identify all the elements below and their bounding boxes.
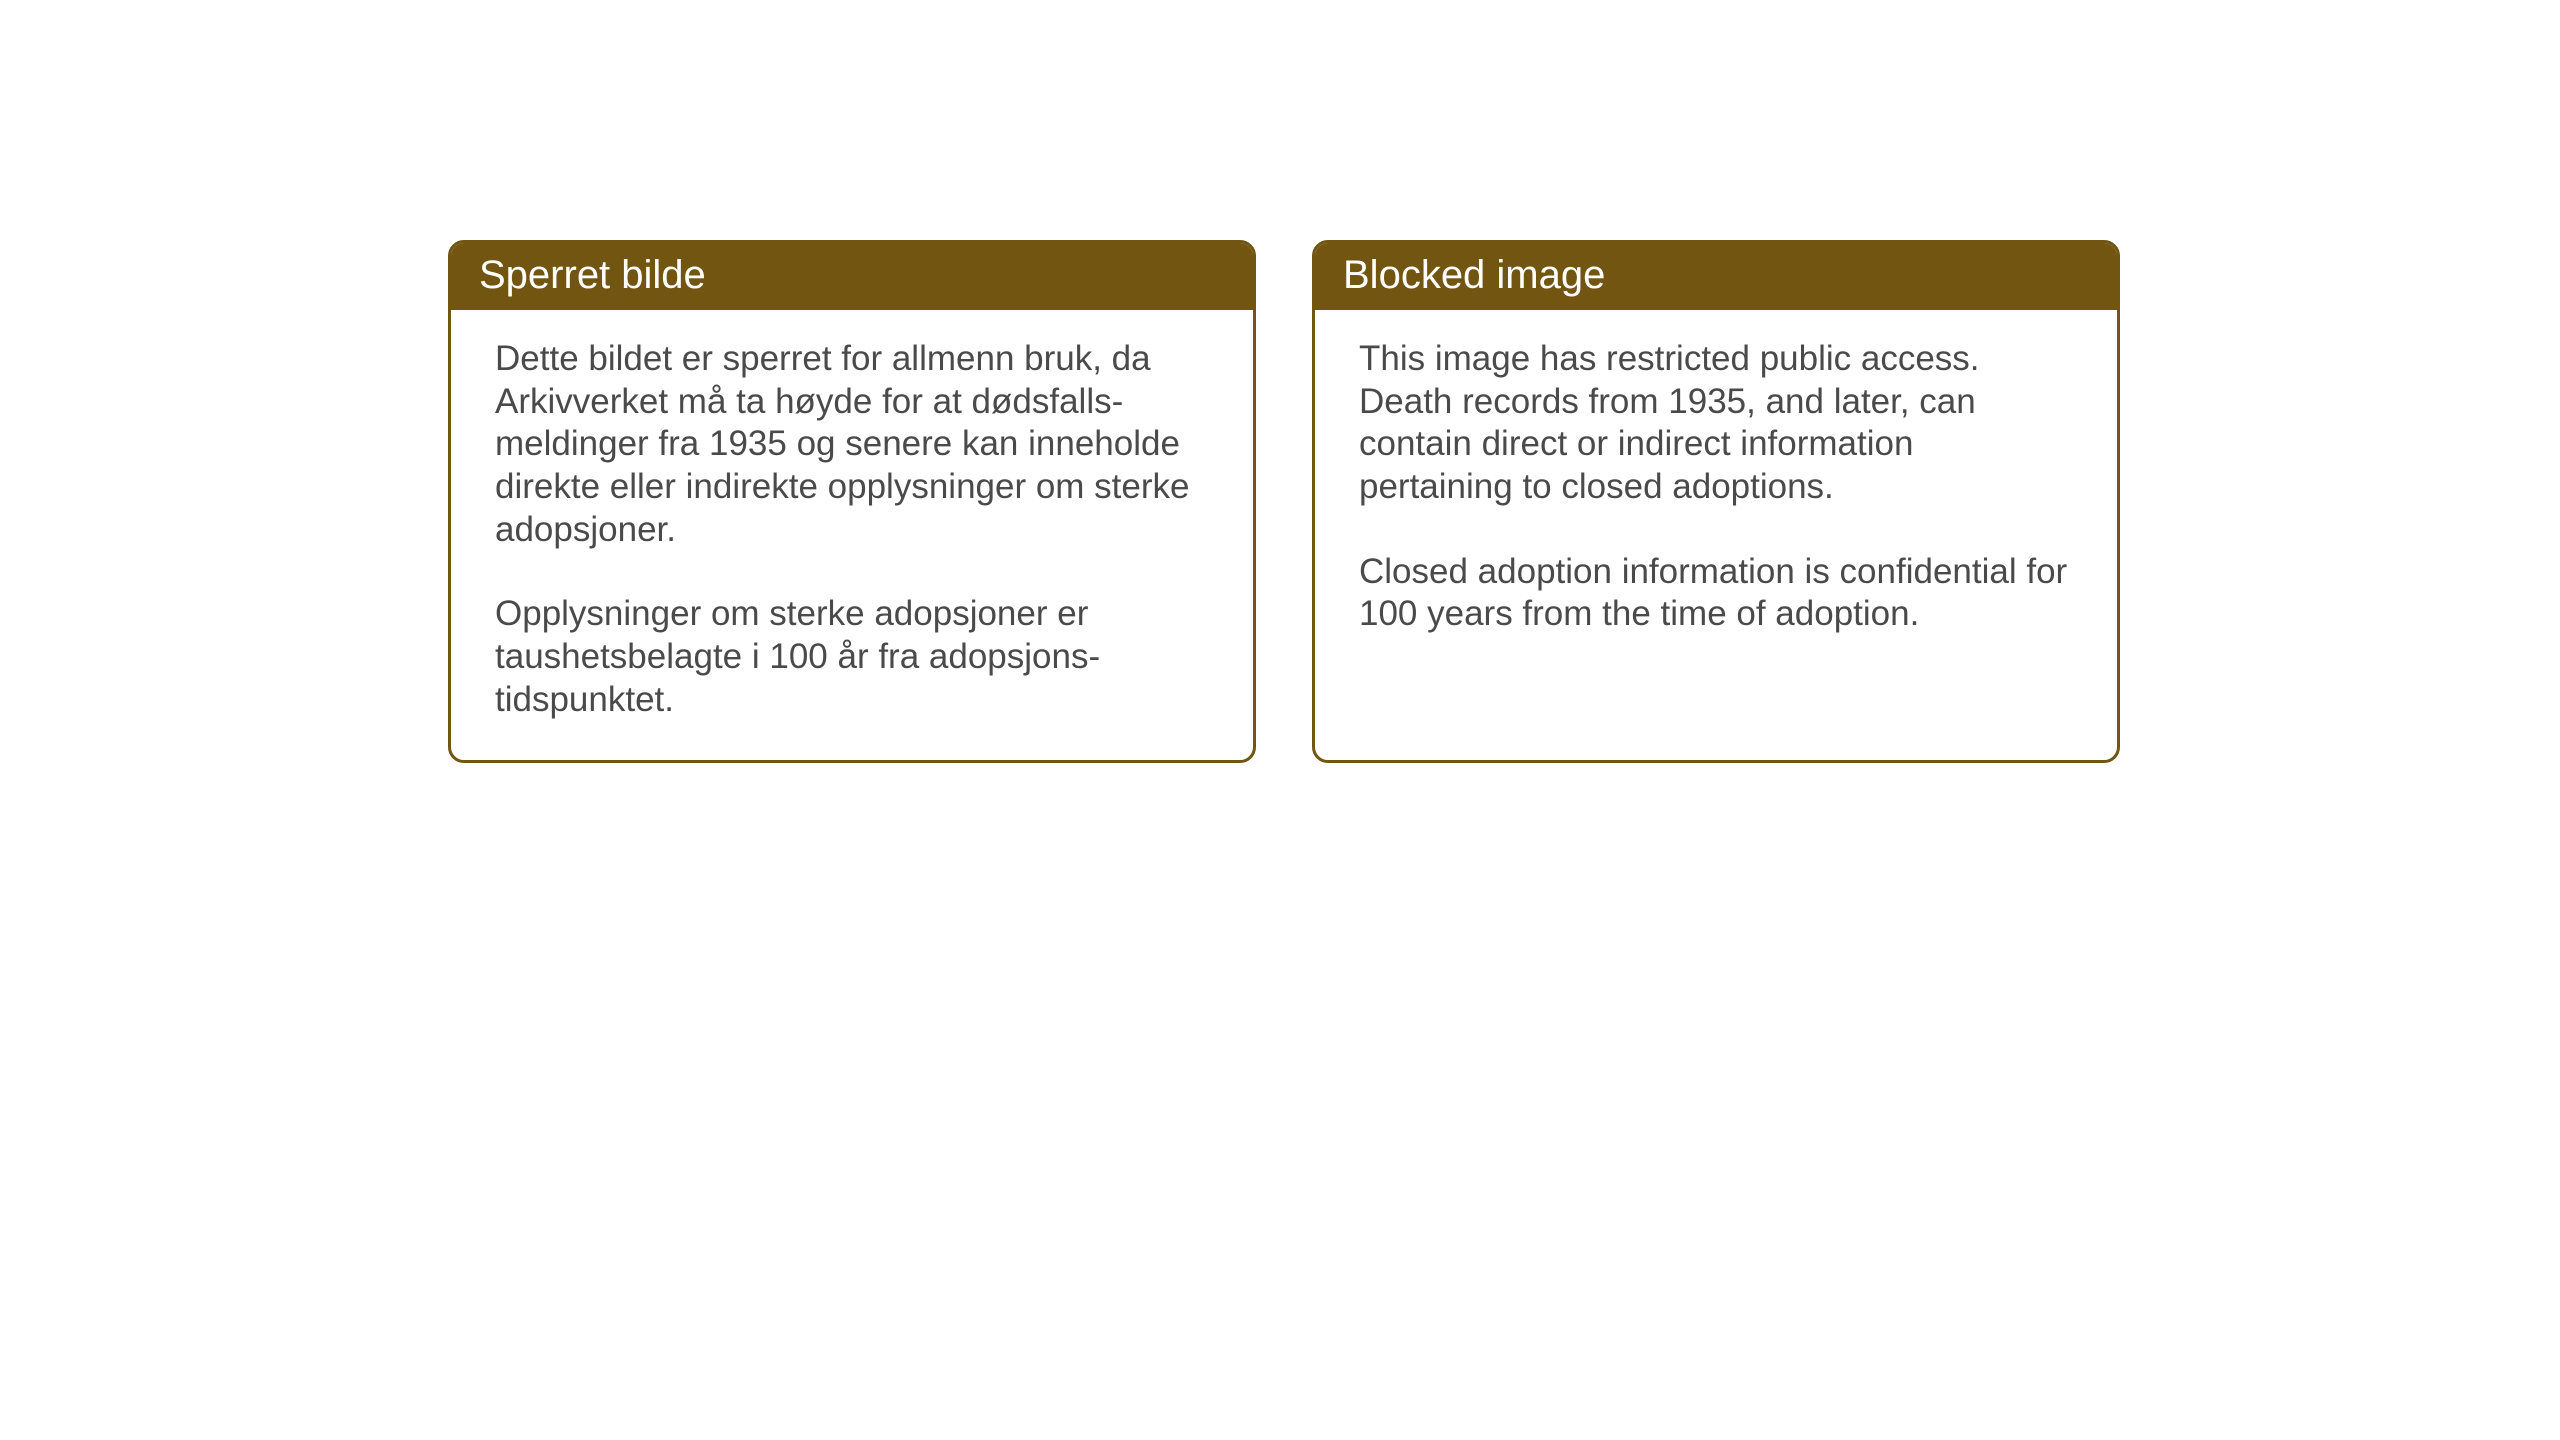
card-paragraph-1-english: This image has restricted public access.… [1359,338,2073,509]
card-body-norwegian: Dette bildet er sperret for allmenn bruk… [451,310,1253,760]
cards-container: Sperret bilde Dette bildet er sperret fo… [448,240,2560,763]
card-paragraph-2-norwegian: Opplysninger om sterke adopsjoner er tau… [495,593,1209,721]
card-body-english: This image has restricted public access.… [1315,310,2117,760]
card-norwegian: Sperret bilde Dette bildet er sperret fo… [448,240,1256,763]
card-header-norwegian: Sperret bilde [451,243,1253,310]
card-header-english: Blocked image [1315,243,2117,310]
card-paragraph-2-english: Closed adoption information is confident… [1359,551,2073,636]
card-paragraph-1-norwegian: Dette bildet er sperret for allmenn bruk… [495,338,1209,551]
card-english: Blocked image This image has restricted … [1312,240,2120,763]
